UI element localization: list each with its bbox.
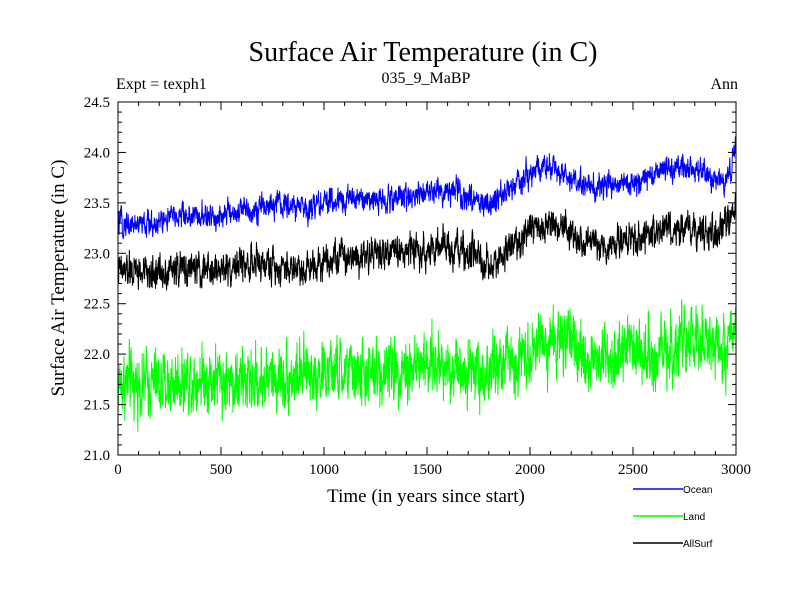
y-axis-label: Surface Air Temperature (in C) (48, 160, 69, 397)
y-tick-label: 23.5 (84, 196, 110, 212)
series-line-land (118, 299, 736, 432)
axis-ticks: 0 500 1000 1500 2000 2500 3000 21.0 21.5 22.0 22.5… (84, 95, 751, 478)
series-layer (118, 136, 736, 432)
x-tick-label: 2500 (618, 462, 648, 478)
x-tick-label: 500 (210, 462, 233, 478)
x-tick-label: 0 (114, 462, 122, 478)
x-axis-label: Time (in years since start) (327, 486, 525, 507)
y-tick-label: 22.0 (84, 347, 110, 363)
legend-label-land: Land (683, 512, 705, 523)
x-tick-label: 1500 (412, 462, 442, 478)
series-line-allsurf (118, 192, 736, 291)
legend-label-ocean: Ocean (683, 485, 712, 496)
experiment-label: Expt = texph1 (116, 76, 207, 93)
x-tick-label: 3000 (721, 462, 751, 478)
period-label: Ann (710, 76, 738, 93)
chart-title: Surface Air Temperature (in C) (249, 37, 598, 68)
plot-area: 0 500 1000 1500 2000 2500 3000 21.0 21.5 22.0 22.5… (84, 95, 751, 478)
legend: Ocean Land AllSurf (633, 485, 713, 550)
series-line-ocean (118, 136, 736, 240)
y-tick-label: 24.0 (84, 145, 110, 161)
y-tick-label: 22.5 (84, 297, 110, 313)
x-tick-label: 2000 (515, 462, 545, 478)
y-tick-label: 24.5 (84, 95, 110, 111)
run-label: 035_9_MaBP (382, 70, 471, 87)
y-tick-label: 21.5 (84, 398, 110, 414)
legend-label-allsurf: AllSurf (683, 539, 713, 550)
x-tick-label: 1000 (309, 462, 339, 478)
y-tick-label: 21.0 (84, 448, 110, 464)
y-tick-label: 23.0 (84, 246, 110, 262)
